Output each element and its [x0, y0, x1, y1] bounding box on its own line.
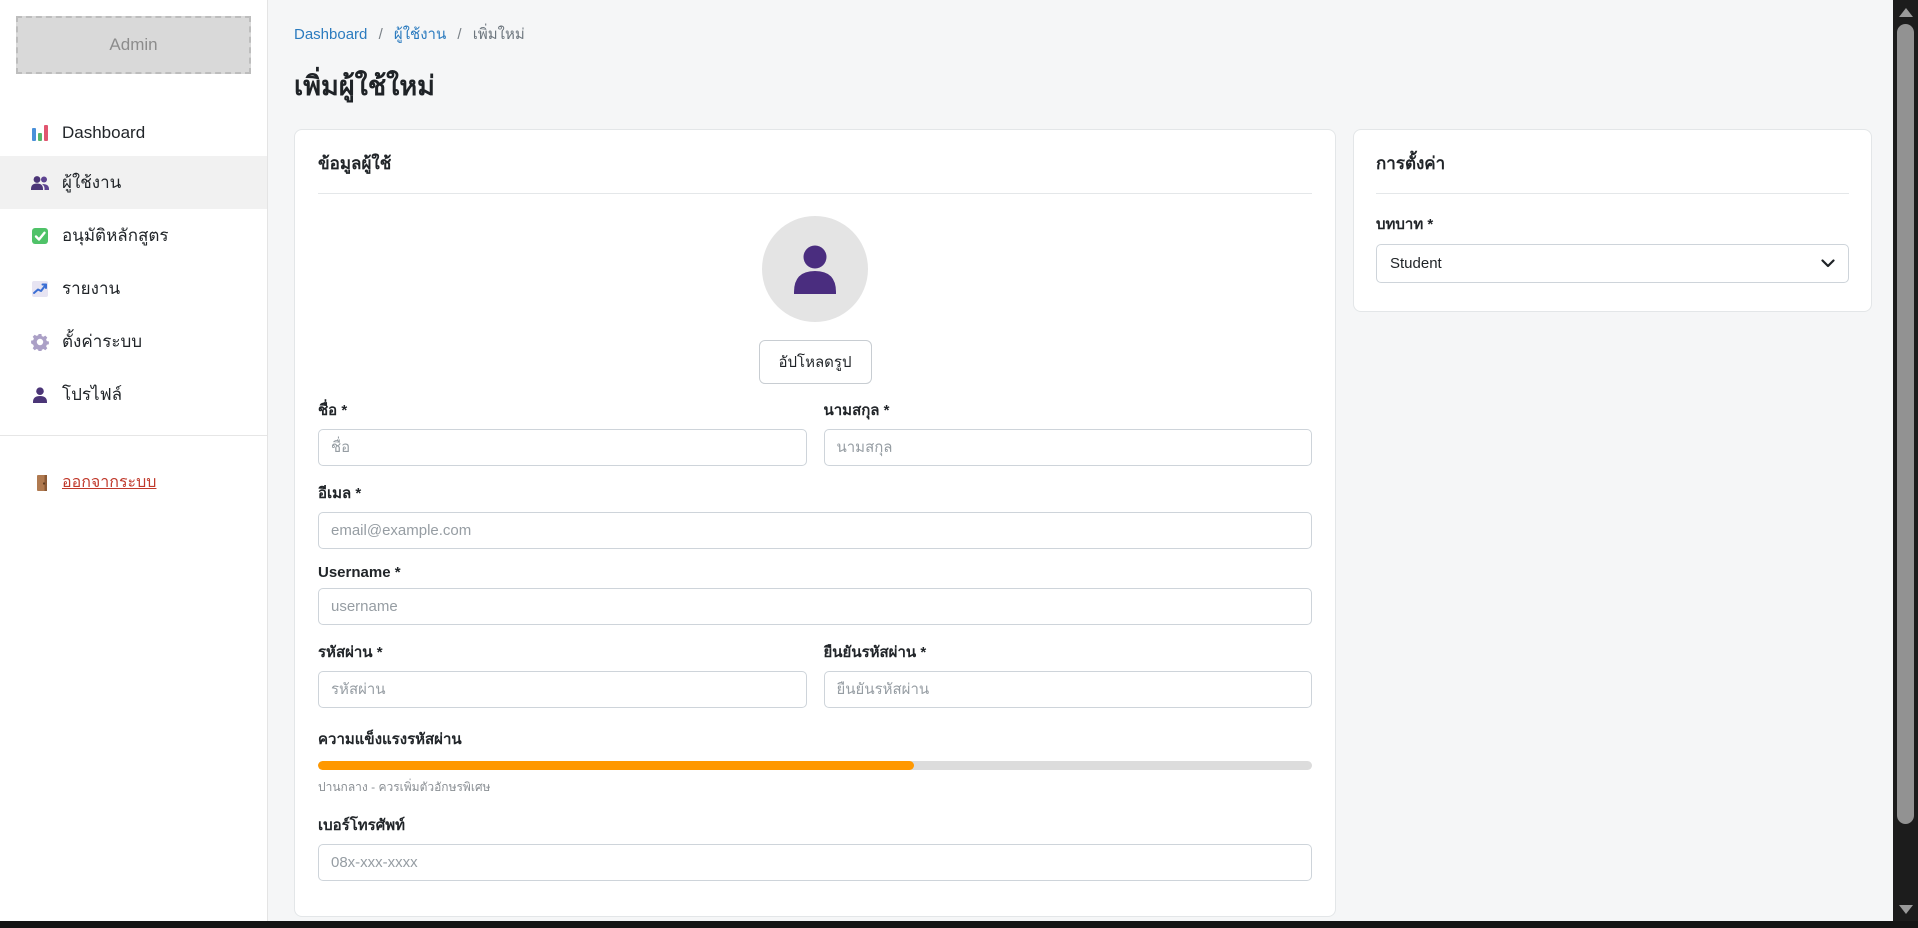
check-box-icon: [30, 226, 50, 246]
last-name-label: นามสกุล *: [823, 402, 890, 419]
username-field-group: Username *: [318, 564, 1312, 625]
password-strength-helper: ปานกลาง - ควรเพิ่มตัวอักษรพิเศษ: [318, 780, 491, 794]
breadcrumb-separator: /: [457, 26, 462, 43]
username-input[interactable]: [318, 588, 1312, 625]
first-name-field-group: ชื่อ *: [318, 398, 807, 466]
phone-input[interactable]: [318, 844, 1312, 881]
breadcrumb-separator: /: [378, 26, 383, 43]
required-mark: *: [394, 564, 401, 581]
sidebar: Admin Dashboard ผู้ใช้งาน: [0, 0, 268, 928]
chart-increasing-icon: [30, 279, 50, 299]
confirm-password-label: ยืนยันรหัสผ่าน *: [823, 644, 927, 661]
cards-row: ข้อมูลผู้ใช้ อัปโหลดรูป ชื่อ *: [294, 129, 1872, 917]
user-info-card-title: ข้อมูลผู้ใช้: [318, 150, 1312, 194]
password-input[interactable]: [318, 671, 807, 708]
person-icon: [30, 385, 50, 405]
avatar: [762, 216, 868, 322]
user-info-card: ข้อมูลผู้ใช้ อัปโหลดรูป ชื่อ *: [294, 129, 1336, 917]
bar-chart-icon: [30, 123, 50, 143]
chevron-down-icon: [1821, 259, 1835, 268]
password-strength-track: [318, 761, 1312, 770]
breadcrumb-users-link[interactable]: ผู้ใช้งาน: [393, 26, 447, 43]
email-label: อีเมล *: [318, 485, 362, 502]
sidebar-item-course-approval[interactable]: อนุมัติหลักสูตร: [0, 209, 267, 262]
vertical-scrollbar[interactable]: [1893, 0, 1918, 928]
logout-link[interactable]: ออกจากระบบ: [0, 462, 267, 503]
bottom-edge-bar: [0, 921, 1918, 928]
first-name-input[interactable]: [318, 429, 807, 466]
sidebar-item-label: โปรไฟล์: [62, 385, 123, 404]
logout-label: ออกจากระบบ: [62, 474, 157, 491]
avatar-block: อัปโหลดรูป: [318, 216, 1312, 384]
phone-label: เบอร์โทรศัพท์: [318, 817, 406, 834]
required-mark: *: [376, 644, 383, 661]
first-name-label: ชื่อ *: [318, 402, 348, 419]
password-field-group: รหัสผ่าน *: [318, 640, 807, 708]
confirm-password-field-group: ยืนยันรหัสผ่าน *: [823, 640, 1312, 708]
password-label: รหัสผ่าน *: [318, 644, 383, 661]
required-mark: *: [341, 402, 348, 419]
required-mark: *: [883, 402, 890, 419]
required-mark: *: [355, 485, 362, 502]
avatar-person-icon: [794, 245, 836, 294]
sidebar-item-label: ตั้งค่าระบบ: [62, 332, 143, 351]
required-mark: *: [920, 644, 927, 661]
settings-card-title: การตั้งค่า: [1376, 150, 1849, 194]
sidebar-divider: [0, 435, 267, 436]
phone-field-group: เบอร์โทรศัพท์: [318, 813, 1312, 881]
sidebar-item-users[interactable]: ผู้ใช้งาน: [0, 156, 267, 209]
door-icon: [32, 473, 52, 493]
users-icon: [30, 173, 50, 193]
last-name-field-group: นามสกุล *: [823, 398, 1312, 466]
sidebar-item-profile[interactable]: โปรไฟล์: [0, 368, 267, 421]
password-strength-label: ความแข็งแรงรหัสผ่าน: [318, 731, 462, 748]
scroll-down-icon: [1898, 904, 1913, 914]
sidebar-item-label: ผู้ใช้งาน: [62, 173, 122, 192]
username-label: Username *: [318, 564, 401, 581]
main-content: Dashboard / ผู้ใช้งาน / เพิ่มใหม่ เพิ่มผ…: [268, 0, 1893, 928]
page-title: เพิ่มผู้ใช้ใหม่: [294, 71, 435, 101]
sidebar-item-label: อนุมัติหลักสูตร: [62, 226, 169, 245]
breadcrumb: Dashboard / ผู้ใช้งาน / เพิ่มใหม่: [294, 22, 1872, 46]
admin-logo-placeholder: Admin: [16, 16, 251, 74]
scroll-up-icon: [1898, 7, 1913, 17]
sidebar-item-dashboard[interactable]: Dashboard: [0, 110, 267, 156]
confirm-password-input[interactable]: [823, 671, 1312, 708]
sidebar-item-label: Dashboard: [62, 123, 146, 142]
email-input[interactable]: [318, 512, 1312, 549]
settings-card: การตั้งค่า บทบาท * Student: [1353, 129, 1872, 312]
breadcrumb-dashboard-link[interactable]: Dashboard: [294, 26, 368, 43]
scroll-down-button[interactable]: [1893, 899, 1918, 919]
scrollbar-thumb[interactable]: [1897, 24, 1914, 824]
scroll-up-button[interactable]: [1893, 2, 1918, 22]
breadcrumb-current: เพิ่มใหม่: [472, 26, 525, 43]
password-strength-fill: [318, 761, 915, 770]
role-select[interactable]: Student: [1376, 244, 1849, 283]
gear-icon: [30, 332, 50, 352]
sidebar-item-label: รายงาน: [62, 279, 121, 298]
sidebar-item-system-settings[interactable]: ตั้งค่าระบบ: [0, 315, 267, 368]
sidebar-item-reports[interactable]: รายงาน: [0, 262, 267, 315]
admin-logo-text: Admin: [109, 35, 158, 54]
upload-photo-button[interactable]: อัปโหลดรูป: [758, 340, 872, 384]
role-label: บทบาท *: [1376, 216, 1434, 233]
role-selected-value: Student: [1390, 255, 1442, 272]
last-name-input[interactable]: [823, 429, 1312, 466]
required-mark: *: [1427, 216, 1434, 233]
email-field-group: อีเมล *: [318, 481, 1312, 549]
